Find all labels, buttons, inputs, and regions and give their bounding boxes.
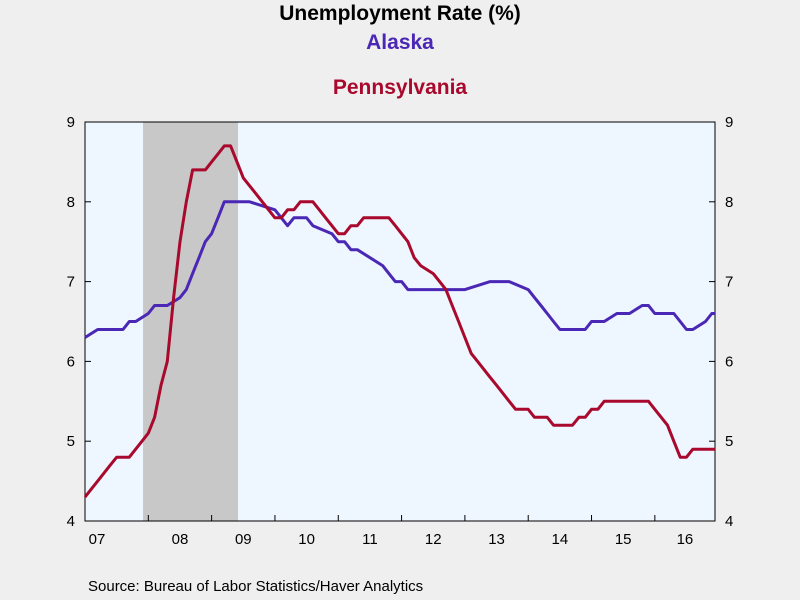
y-tick-label-right: 6 (725, 353, 733, 370)
y-tick-label-left: 6 (67, 353, 75, 370)
y-tick-label-right: 7 (725, 274, 733, 291)
y-tick-label-left: 5 (67, 433, 75, 450)
x-tick-label: 13 (488, 531, 505, 548)
y-tick-label-left: 9 (67, 114, 75, 131)
y-tick-label-left: 4 (67, 513, 75, 530)
y-tick-label-left: 8 (67, 194, 75, 211)
source-note: Source: Bureau of Labor Statistics/Haver… (88, 578, 424, 595)
x-tick-label: 16 (677, 531, 694, 548)
x-tick-label: 11 (362, 531, 378, 548)
series-line-alaska (84, 200, 715, 339)
y-tick-label-right: 8 (725, 194, 733, 211)
y-tick-label-left: 7 (67, 274, 75, 291)
x-tick-label: 07 (89, 531, 106, 548)
plot-frame (84, 121, 716, 522)
chart-title: Unemployment Rate (%) (279, 2, 521, 25)
y-tick-label-right: 5 (725, 433, 733, 450)
x-tick-label: 12 (425, 531, 442, 548)
x-tick-label: 15 (615, 531, 632, 548)
series-line-pennsylvania (83, 144, 715, 499)
y-tick-label-right: 4 (725, 513, 733, 530)
x-tick-label: 10 (298, 531, 315, 548)
y-tick-label-right: 9 (725, 114, 733, 131)
x-tick-label: 09 (235, 531, 252, 548)
recession-shading (143, 122, 239, 521)
x-tick-label: 14 (552, 531, 569, 548)
series-title-alaska: Alaska (366, 31, 434, 54)
x-tick-label: 08 (172, 531, 189, 548)
series-title-pennsylvania: Pennsylvania (332, 76, 468, 99)
